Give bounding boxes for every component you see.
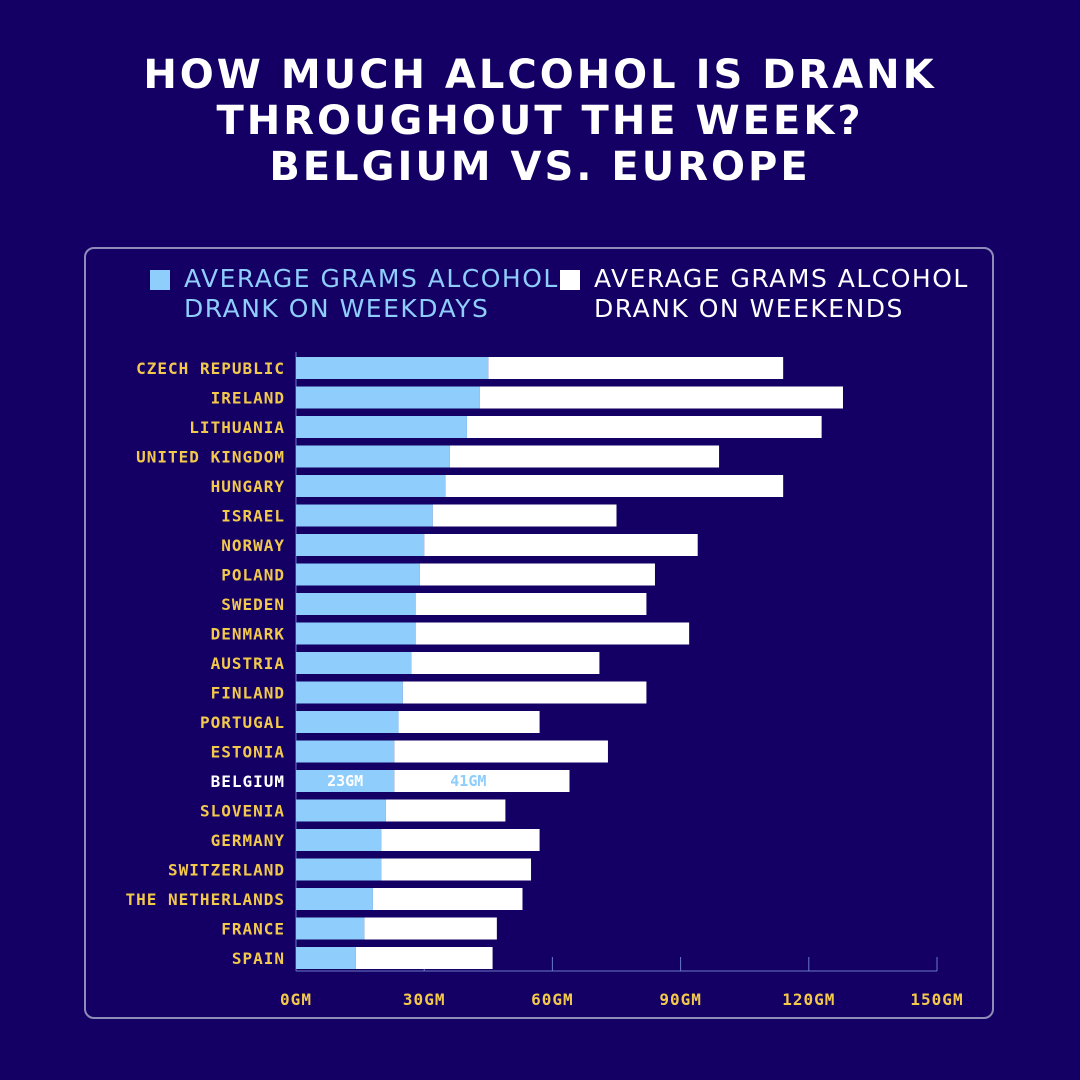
category-label: NORWAY — [221, 536, 285, 555]
category-label: PORTUGAL — [200, 713, 285, 732]
bar-weekdays — [296, 563, 420, 586]
category-label: HUNGARY — [211, 477, 285, 496]
bar-weekdays — [296, 947, 356, 969]
category-label: SWITZERLAND — [168, 861, 285, 880]
category-label: DENMARK — [211, 625, 285, 644]
category-label: IRELAND — [211, 389, 285, 408]
data-label-weekdays: 23GM — [327, 772, 363, 790]
category-label: BELGIUM — [211, 772, 285, 791]
bar-weekends — [445, 475, 784, 497]
bar-weekdays — [296, 888, 373, 910]
category-label: AUSTRIA — [211, 654, 285, 673]
bar-weekdays — [296, 770, 395, 792]
bar-weekends — [385, 799, 506, 822]
bar-weekends — [466, 416, 822, 438]
title-line-1: How much alcohol is drank — [143, 52, 937, 98]
x-tick-label: 0GM — [280, 990, 312, 1009]
bar-weekdays — [296, 386, 480, 409]
title-line-3: Belgium vs. Europe — [269, 144, 811, 190]
legend-swatch-weekdays — [150, 270, 170, 290]
category-label: CZECH REPUBLIC — [136, 359, 285, 378]
legend-item-weekdays: Average grams alcohol drank on weekdays — [150, 264, 559, 324]
category-label: ESTONIA — [211, 743, 285, 762]
bar-weekends — [449, 445, 720, 468]
category-label: GERMANY — [211, 831, 285, 850]
bar-weekends — [364, 917, 497, 940]
bar-weekdays — [296, 416, 467, 438]
bar-weekends — [355, 947, 493, 969]
bar-weekdays — [296, 652, 412, 674]
data-label-weekends: 41GM — [450, 772, 486, 790]
category-label: FRANCE — [221, 920, 285, 939]
category-label: SPAIN — [232, 949, 285, 968]
x-tick-label: 90GM — [659, 990, 702, 1009]
bar-weekdays — [296, 475, 446, 497]
category-label: THE NETHERLANDS — [126, 890, 286, 909]
bar-weekdays — [296, 504, 433, 527]
bar-weekdays — [296, 711, 399, 733]
category-label: SLOVENIA — [200, 802, 285, 821]
chart-title: How much alcohol is drank throughout the… — [0, 52, 1080, 190]
bar-weekends — [479, 386, 843, 409]
legend-item-weekends: Average grams alcohol drank on weekends — [560, 264, 969, 324]
bar-weekends — [424, 534, 698, 556]
category-label: ISRAEL — [221, 507, 285, 526]
x-tick-label: 150GM — [910, 990, 963, 1009]
category-label: LITHUANIA — [189, 418, 285, 437]
bar-weekdays — [296, 829, 382, 851]
bar-weekdays — [296, 858, 382, 881]
bar-weekends — [432, 504, 617, 527]
bar-weekends — [381, 858, 532, 881]
bar-weekends — [488, 357, 784, 379]
bar-weekdays — [296, 534, 425, 556]
bar-weekends — [411, 652, 600, 674]
bar-weekends — [415, 593, 647, 615]
bar-weekends — [415, 622, 690, 645]
bar-weekdays — [296, 445, 450, 468]
category-label: POLAND — [221, 566, 285, 585]
category-label: SWEDEN — [221, 595, 285, 614]
x-tick-label: 30GM — [403, 990, 446, 1009]
bar-weekends — [381, 829, 540, 851]
bar-weekends — [419, 563, 655, 586]
bar-weekdays — [296, 740, 395, 763]
chart-panel — [84, 247, 994, 1019]
category-label: UNITED KINGDOM — [136, 448, 285, 467]
x-tick-label: 60GM — [531, 990, 574, 1009]
bar-weekdays — [296, 917, 365, 940]
legend-label-weekdays: Average grams alcohol drank on weekdays — [184, 264, 559, 323]
bar-weekends — [372, 888, 523, 910]
bar-weekends — [398, 711, 540, 733]
bar-weekdays — [296, 799, 386, 822]
bar-weekdays — [296, 622, 416, 645]
bar-weekdays — [296, 357, 489, 379]
title-line-2: throughout the week? — [216, 98, 864, 144]
category-label: FINLAND — [211, 684, 285, 703]
x-tick-label: 120GM — [782, 990, 835, 1009]
bar-weekdays — [296, 593, 416, 615]
legend-swatch-weekends — [560, 270, 580, 290]
bar-weekends — [394, 770, 570, 792]
legend-label-weekends: Average grams alcohol drank on weekends — [594, 264, 969, 323]
bar-weekends — [394, 740, 608, 763]
bar-weekends — [402, 681, 647, 704]
bar-weekdays — [296, 681, 403, 704]
